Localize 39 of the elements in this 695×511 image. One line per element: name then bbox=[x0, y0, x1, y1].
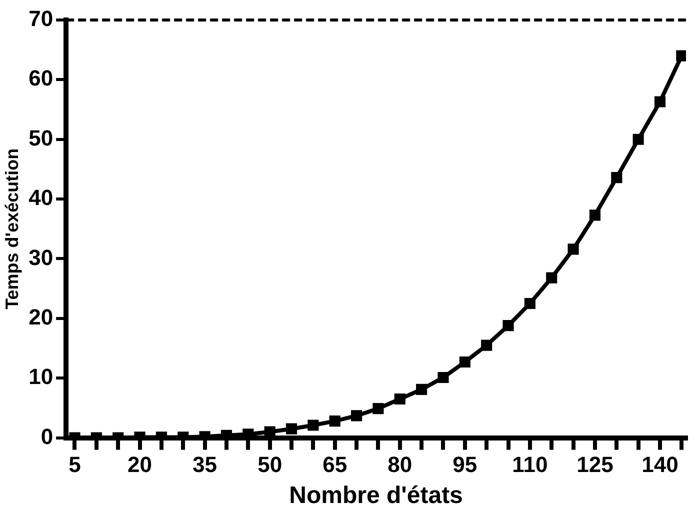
x-tick-label: 20 bbox=[128, 452, 152, 478]
y-tick-label: 0 bbox=[40, 424, 54, 449]
point bbox=[308, 420, 319, 431]
y-axis-title: Temps d'exécution bbox=[2, 148, 22, 310]
y-tick-label: 20 bbox=[28, 304, 54, 330]
x-tick-label: 35 bbox=[192, 452, 218, 478]
y-tick-label: 50 bbox=[28, 125, 54, 150]
point bbox=[329, 416, 340, 427]
point bbox=[438, 372, 449, 384]
point bbox=[481, 340, 492, 351]
point bbox=[654, 96, 666, 108]
x-tick-label: 110 bbox=[512, 452, 548, 478]
x-tick-label: 80 bbox=[388, 452, 412, 478]
x-tick-label: 95 bbox=[452, 452, 478, 478]
point bbox=[568, 244, 579, 255]
x-tick-label: 50 bbox=[258, 452, 282, 478]
point bbox=[350, 410, 362, 422]
y-tick-label: 10 bbox=[28, 364, 54, 390]
point bbox=[416, 384, 428, 395]
point bbox=[286, 423, 298, 434]
point bbox=[546, 272, 558, 284]
point bbox=[676, 50, 686, 62]
point bbox=[394, 393, 406, 405]
x-tick-label: 5 bbox=[68, 452, 81, 478]
x-tick-label: 65 bbox=[322, 452, 348, 478]
point bbox=[372, 403, 384, 414]
y-tick-label: 30 bbox=[28, 244, 54, 270]
point bbox=[589, 210, 600, 221]
point bbox=[502, 320, 514, 332]
y-tick-label: 70 bbox=[28, 6, 54, 32]
x-tick-label: 140 bbox=[642, 452, 678, 478]
point bbox=[524, 298, 536, 310]
x-tick-label: 125 bbox=[576, 452, 614, 478]
point bbox=[611, 172, 622, 184]
y-tick-label: 60 bbox=[28, 66, 54, 91]
x-axis-title: Nombre d'états bbox=[289, 482, 463, 510]
point bbox=[459, 356, 470, 368]
y-tick-label: 40 bbox=[28, 185, 54, 210]
point bbox=[632, 134, 644, 145]
